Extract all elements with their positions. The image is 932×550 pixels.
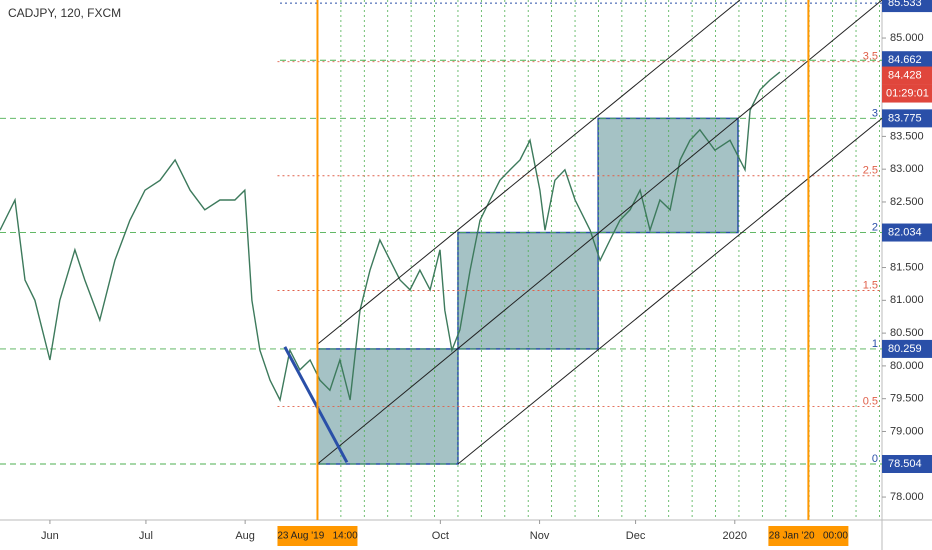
y-tick-label: 79.500 [890,393,924,405]
price-tag-box [882,109,932,128]
y-tick-label: 80.500 [890,327,924,339]
price-tag: 84.662 [888,54,922,66]
x-tick-label: 2020 [723,530,747,542]
time-marker-label: 28 Jan '20 00:00 [769,531,849,542]
price-tag-box [882,66,932,85]
channel-line [317,0,883,465]
y-tick-label: 78.000 [890,491,924,503]
y-tick-label: 83.500 [890,130,924,142]
level-label: 0.5 [863,395,878,407]
trend-line [283,346,349,464]
y-tick-label: 79.000 [890,425,924,437]
countdown: 01:29:01 [886,87,929,99]
price-tag: 78.504 [888,458,922,470]
time-marker-label: 23 Aug '19 14:00 [277,531,358,542]
price-tag: 84.428 [888,69,922,81]
price-tag-box [882,0,932,13]
chart-title: CADJPY, 120, FXCM [8,6,121,20]
price-tag-box [882,51,932,70]
level-label: 2.5 [863,165,878,177]
level-label: 1 [872,338,878,350]
countdown-box [882,84,932,103]
price-tag: 85.533 [888,0,922,9]
price-line [0,71,781,403]
x-tick-label: Jul [139,530,153,542]
x-tick-label: Dec [626,530,646,542]
channel-line [317,0,741,345]
y-tick-label: 81.500 [890,261,924,273]
level-label: 3 [872,107,878,119]
price-tag: 83.775 [888,112,922,124]
y-tick-label: 80.000 [890,360,924,372]
level-label: 3.5 [863,51,878,63]
price-tag: 82.034 [888,226,922,238]
y-tick-label: 85.000 [890,32,924,44]
price-tag: 80.259 [888,343,922,355]
x-tick-label: Oct [432,530,449,542]
y-tick-label: 81.000 [890,294,924,306]
channel-line [457,117,883,465]
x-tick-label: Jun [41,530,59,542]
x-tick-label: Aug [235,530,255,542]
time-marker-box [768,526,849,546]
x-tick-label: Nov [530,530,550,542]
level-label: 2 [872,221,878,233]
time-marker-box [277,526,358,546]
y-tick-label: 83.000 [890,163,924,175]
level-label: 1.5 [863,279,878,291]
y-tick-label: 82.500 [890,196,924,208]
level-label: 0 [872,453,878,465]
price-tag-box [882,455,932,473]
price-tag-box [882,339,932,358]
price-tag-box [882,223,932,242]
